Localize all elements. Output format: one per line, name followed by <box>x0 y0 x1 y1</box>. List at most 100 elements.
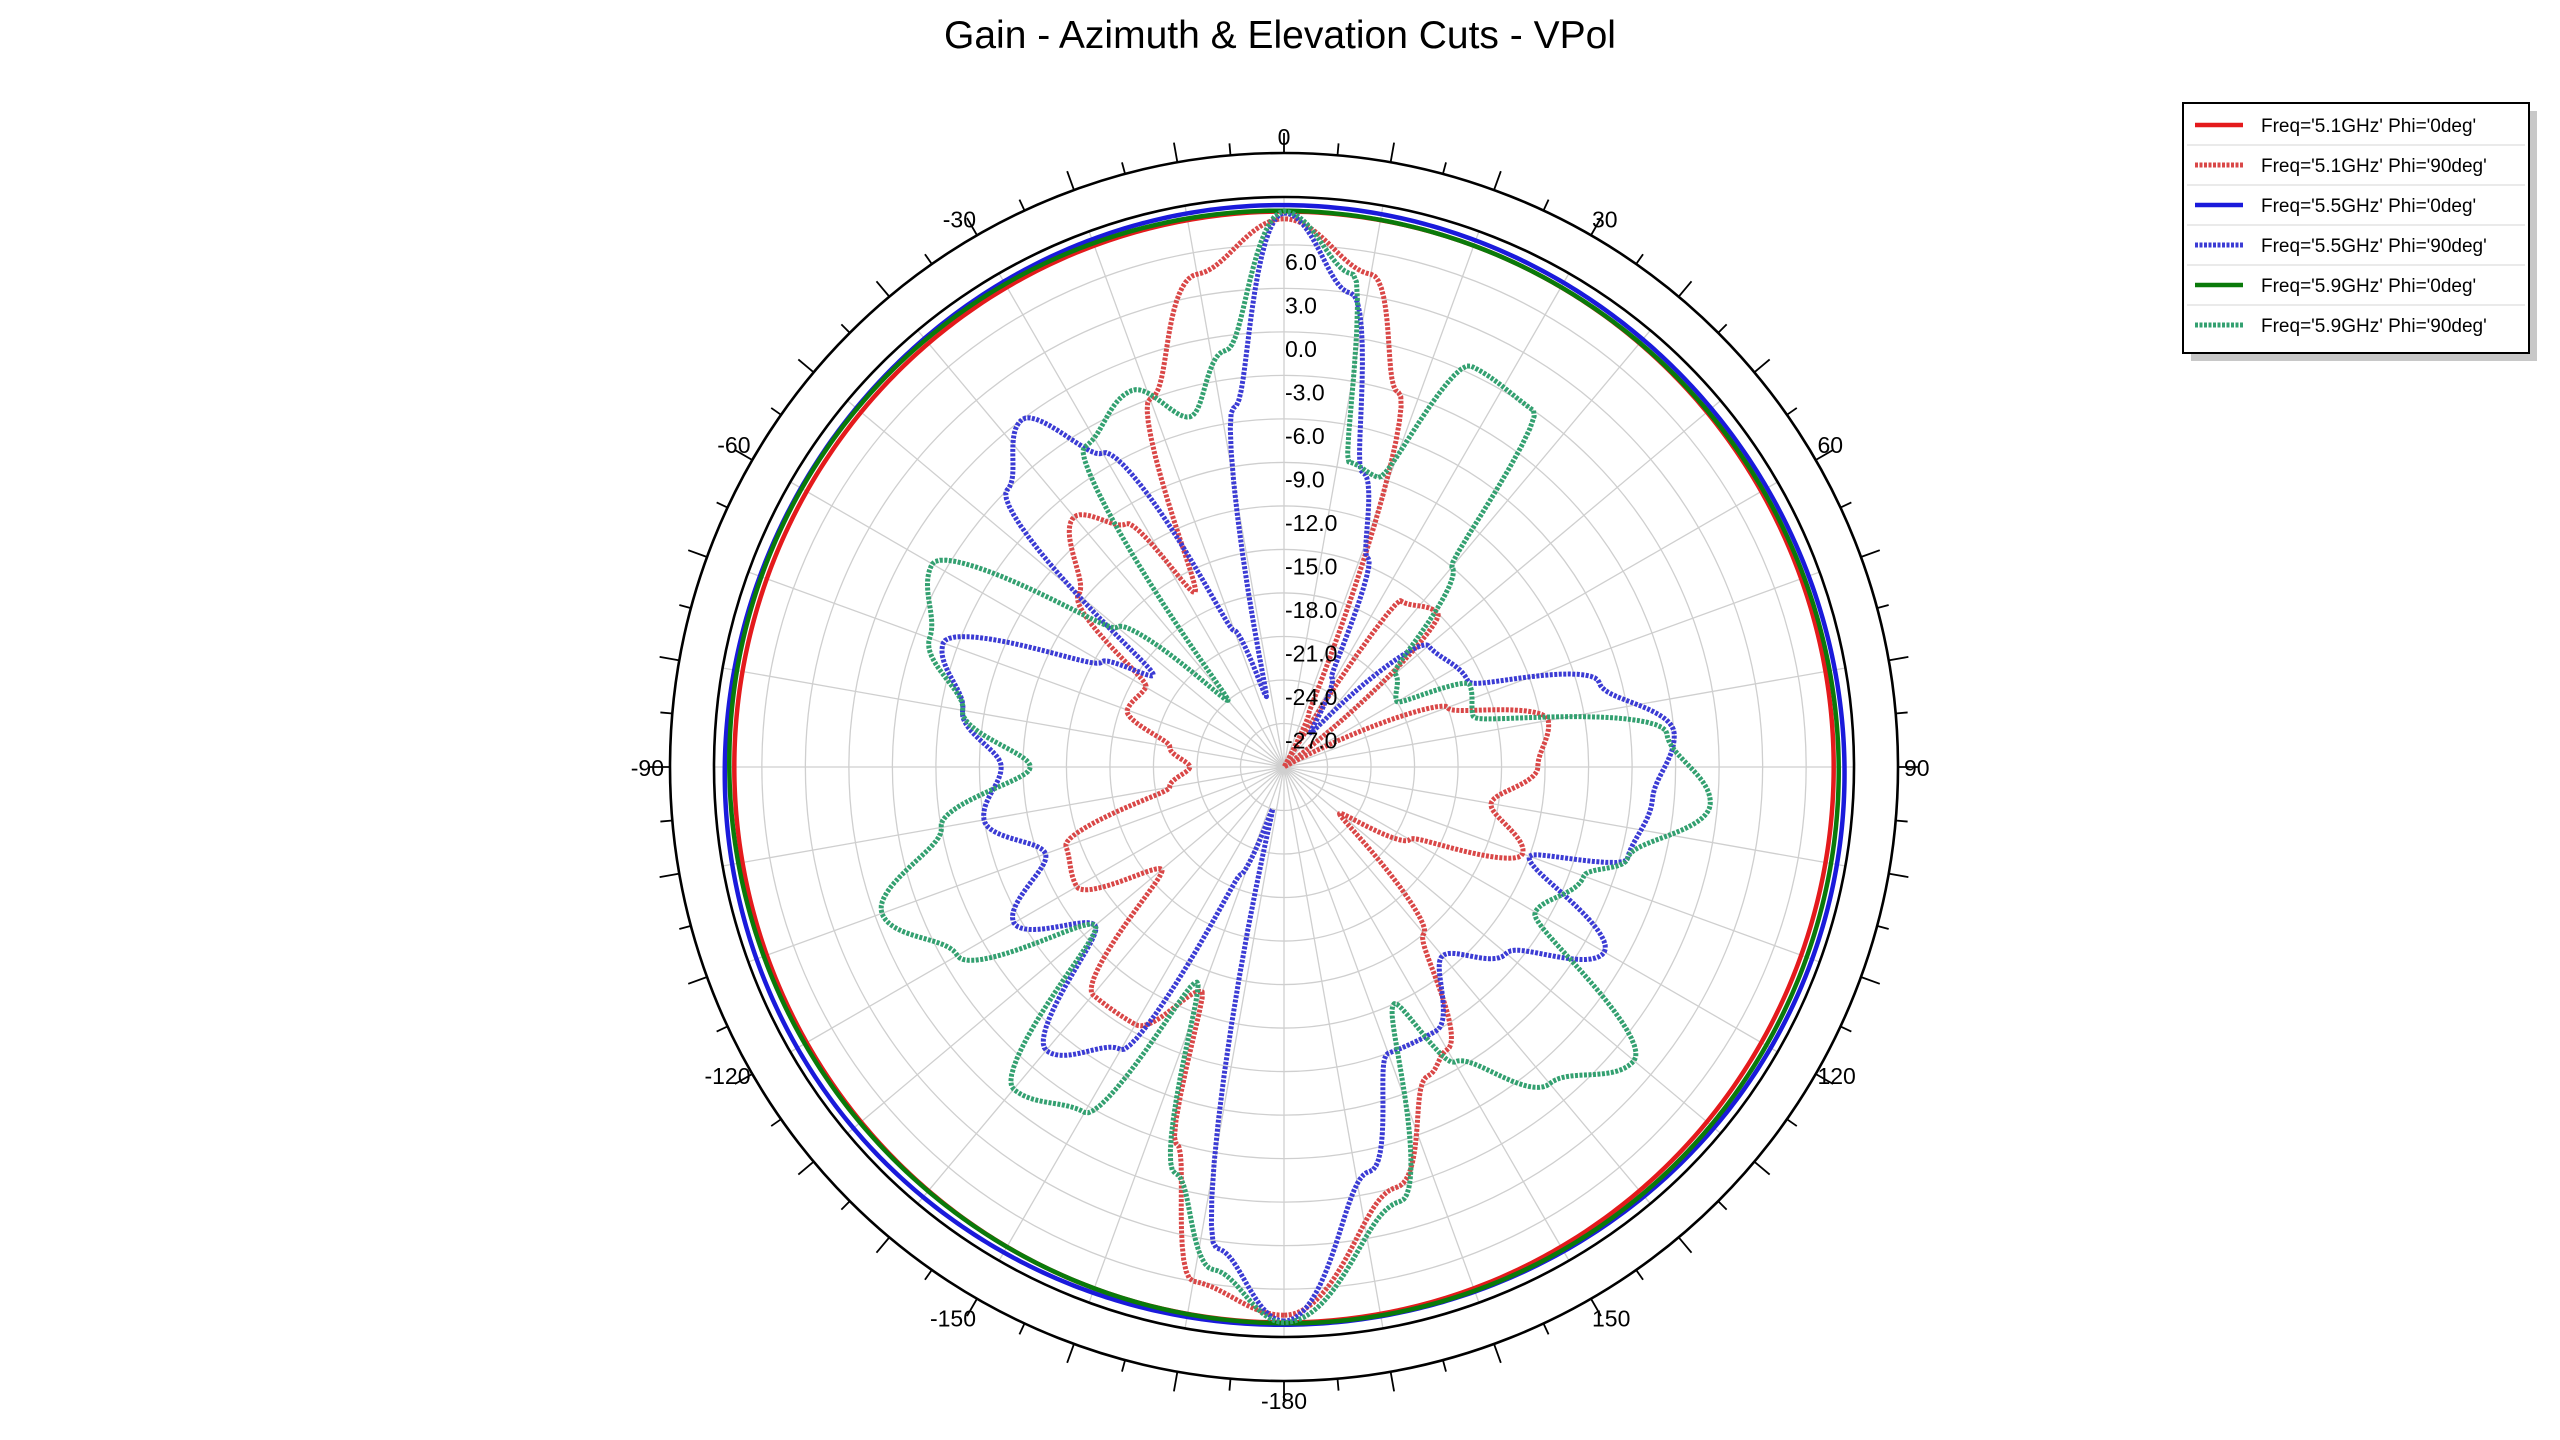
angle-tick-mark <box>716 501 728 509</box>
angle-tick-mark <box>1815 449 1834 461</box>
grid-spoke <box>1283 205 1384 768</box>
legend-entry-label: Freq='5.9GHz' Phi='0deg' <box>2261 276 2476 297</box>
angle-tick-label: -120 <box>704 1063 750 1089</box>
angle-tick-mark <box>1786 407 1798 416</box>
angle-tick-mark <box>716 1025 728 1033</box>
angle-tick-mark <box>659 656 680 662</box>
grid-spoke <box>1283 766 1846 867</box>
angle-tick-mark <box>797 1160 815 1176</box>
angle-tick-label: -30 <box>943 207 976 233</box>
angle-tick-mark <box>1228 1378 1232 1391</box>
angle-tick-mark <box>1542 1323 1550 1335</box>
legend-entry-label: Freq='5.1GHz' Phi='90deg' <box>2261 156 2487 177</box>
angle-tick-mark <box>734 449 753 461</box>
angle-tick-label: 150 <box>1592 1305 1630 1331</box>
angle-tick-mark <box>1493 1343 1502 1364</box>
legend: Freq='5.1GHz' Phi='0deg' Freq='5.1GHz' Ph… <box>2182 102 2537 361</box>
angle-tick-mark <box>1677 1236 1693 1254</box>
grid-spoke <box>998 273 1285 768</box>
grid-spoke <box>748 571 1285 768</box>
legend-entry-label: Freq='5.5GHz' Phi='0deg' <box>2261 196 2476 217</box>
legend-entry-label: Freq='5.5GHz' Phi='90deg' <box>2261 236 2487 257</box>
series-line-2 <box>1063 216 1552 1318</box>
angle-tick-label: 30 <box>1592 207 1618 233</box>
angle-tick-mark <box>1121 162 1126 175</box>
angle-tick-label: 60 <box>1817 432 1843 458</box>
angle-tick-mark <box>734 1073 753 1085</box>
angle-tick-label: 120 <box>1817 1063 1855 1089</box>
grid-spoke <box>846 766 1285 1134</box>
angle-tick-mark <box>1753 358 1771 374</box>
angle-tick-mark <box>1860 549 1881 558</box>
angle-tick-mark <box>1786 1118 1798 1127</box>
angle-tick-mark <box>1635 253 1644 265</box>
angle-tick-mark <box>1336 143 1340 156</box>
angle-tick-mark <box>875 280 891 298</box>
angle-tick-mark <box>1876 604 1889 609</box>
angle-tick-mark <box>1635 1269 1644 1281</box>
angle-tick-mark <box>797 358 815 374</box>
angle-tick-mark <box>875 1236 891 1254</box>
grid-spoke <box>1088 231 1285 768</box>
angle-tick-mark <box>1066 1343 1075 1364</box>
angle-tick-mark <box>1888 656 1909 662</box>
angle-tick-mark <box>1173 142 1179 163</box>
radial-tick-label: 3.0 <box>1285 292 1317 318</box>
radial-tick-label: -12.0 <box>1285 510 1337 536</box>
angle-tick-mark <box>1018 199 1026 211</box>
angle-tick-mark <box>687 549 708 558</box>
angle-tick-label: -150 <box>930 1305 976 1331</box>
grid-spoke <box>1184 766 1285 1329</box>
grid-spoke <box>917 766 1285 1205</box>
radial-tick-label: -6.0 <box>1285 423 1325 449</box>
series-line-3 <box>722 202 1847 1328</box>
angle-tick-mark <box>1895 819 1908 823</box>
angle-tick-mark <box>1753 1160 1771 1176</box>
angle-tick-mark <box>1336 1378 1340 1391</box>
angle-tick-mark <box>1815 1073 1834 1085</box>
series-layer <box>722 202 1847 1328</box>
grid-spoke <box>1283 766 1820 963</box>
angle-tick-mark <box>1717 1200 1728 1211</box>
angle-tick-mark <box>840 323 851 334</box>
radial-tick-label: -27.0 <box>1285 727 1337 753</box>
grid-spoke <box>790 766 1285 1053</box>
angle-tick-mark <box>1840 1025 1852 1033</box>
angle-tick-mark <box>1493 170 1502 191</box>
angle-tick-label: 0 <box>1278 124 1291 150</box>
angle-tick-mark <box>1542 199 1550 211</box>
angle-tick-mark <box>1876 925 1889 930</box>
grid-spoke <box>1283 766 1722 1134</box>
chart-title: Gain - Azimuth & Elevation Cuts - VPol <box>944 14 1616 57</box>
grid-spoke <box>790 481 1285 768</box>
angle-tick-mark <box>1590 217 1602 236</box>
grid-spoke <box>748 766 1285 963</box>
angle-tick-mark <box>966 217 978 236</box>
angle-tick-mark <box>1173 1371 1179 1392</box>
angle-tick-mark <box>1840 501 1852 509</box>
angle-tick-mark <box>1121 1359 1126 1372</box>
grid-spoke <box>1283 273 1570 768</box>
grid-spoke <box>1283 766 1570 1261</box>
angle-tick-label: -60 <box>717 432 750 458</box>
radial-tick-label: -9.0 <box>1285 466 1325 492</box>
angle-tick-mark <box>966 1298 978 1317</box>
angle-tick-mark <box>924 1269 933 1281</box>
angle-tick-label: -180 <box>1261 1388 1307 1414</box>
label-layer: 0 30 60 90 120 150 -180 -150 -120 -90 -60 -30 6.0 3.0… <box>631 124 1930 1414</box>
radial-tick-label: -15.0 <box>1285 553 1337 579</box>
angle-tick-mark <box>1389 1371 1395 1392</box>
grid-spoke <box>722 667 1285 768</box>
angle-tick-mark <box>660 819 673 823</box>
angle-tick-mark <box>1442 1359 1447 1372</box>
grid-spoke <box>1283 571 1820 768</box>
legend-entry-label: Freq='5.1GHz' Phi='0deg' <box>2261 116 2476 137</box>
angle-tick-label: 90 <box>1904 755 1930 781</box>
outer-circle <box>712 195 1856 1339</box>
angle-tick-mark <box>679 925 692 930</box>
polar-grid <box>650 133 1918 1401</box>
angle-tick-mark <box>687 976 708 985</box>
angle-tick-mark <box>1590 1298 1602 1317</box>
angle-tick-mark <box>1895 711 1908 715</box>
